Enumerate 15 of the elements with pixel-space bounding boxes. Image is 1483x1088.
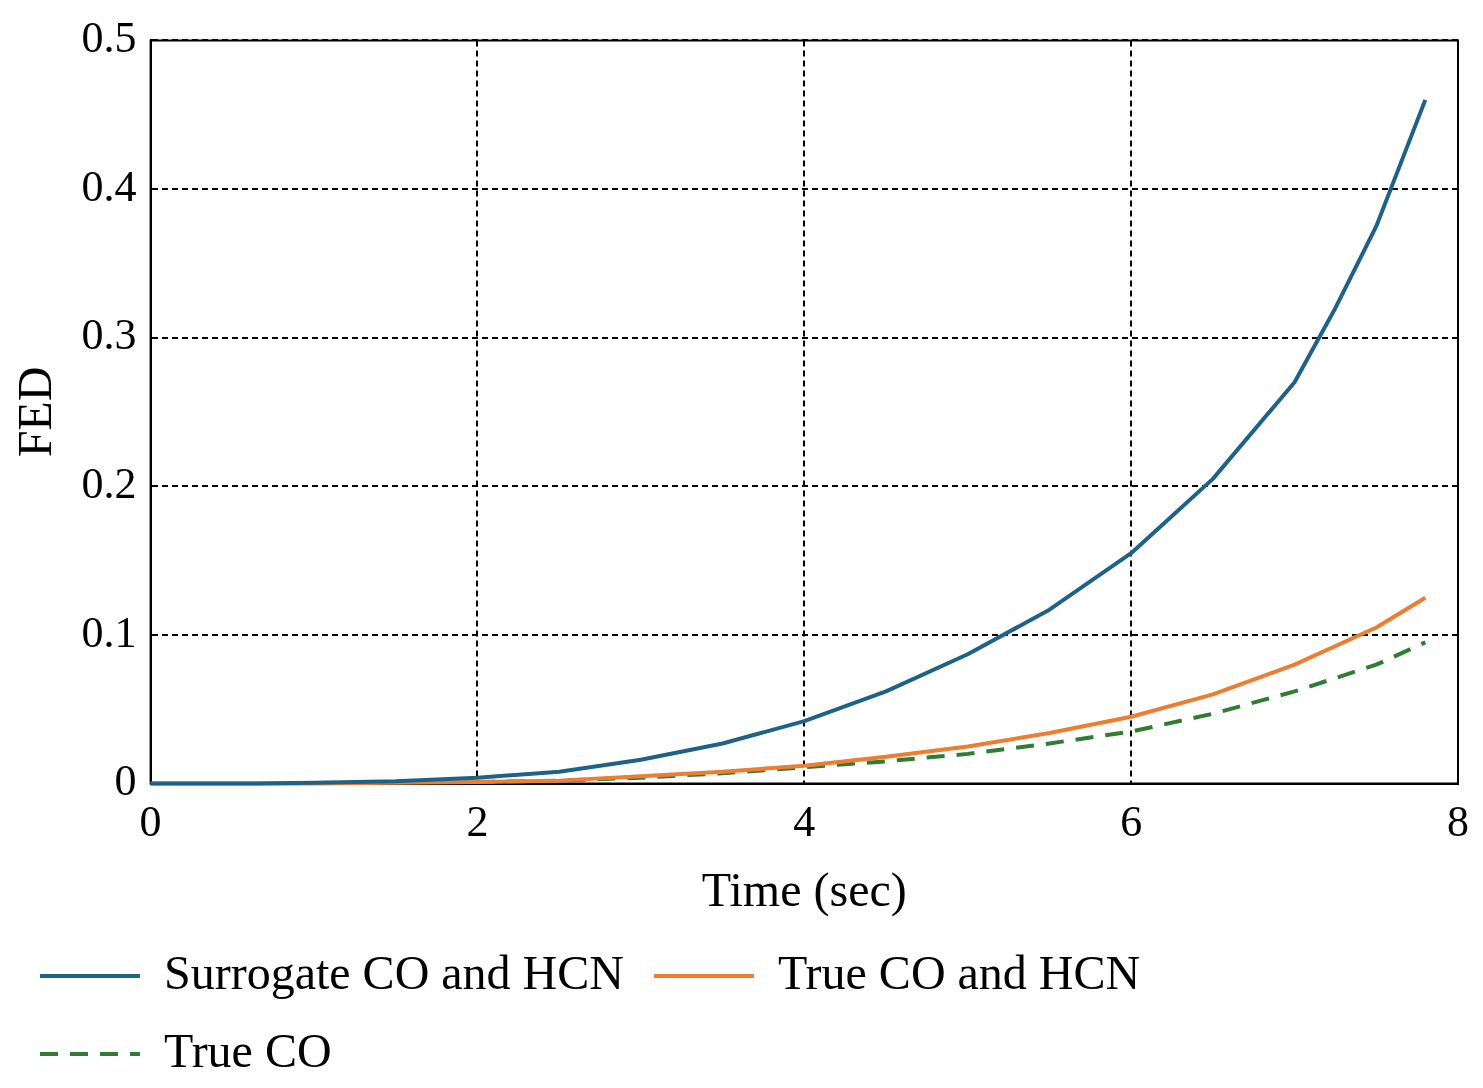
- y-tick-label: 0.5: [81, 12, 137, 62]
- y-tick-label: 0.4: [81, 161, 137, 211]
- y-tick-label: 0: [114, 756, 137, 806]
- y-axis-title: FED: [8, 366, 62, 458]
- x-tick-label: 6: [1120, 796, 1143, 846]
- x-tick-label: 2: [466, 796, 489, 846]
- y-tick-label: 0.3: [81, 310, 137, 360]
- legend-label: True CO and HCN: [777, 945, 1141, 999]
- x-tick-label: 8: [1447, 796, 1469, 846]
- legend-label: Surrogate CO and HCN: [164, 945, 624, 999]
- legend-label: True CO: [164, 1023, 332, 1077]
- x-tick-label: 4: [793, 796, 816, 846]
- x-axis-title: Time (sec): [701, 862, 907, 917]
- y-tick-label: 0.2: [81, 458, 137, 508]
- y-tick-label: 0.1: [81, 607, 137, 657]
